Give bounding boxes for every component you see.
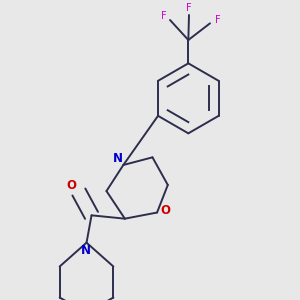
- Text: N: N: [113, 152, 123, 166]
- Text: O: O: [67, 179, 76, 193]
- Text: F: F: [186, 3, 192, 13]
- Text: O: O: [160, 204, 170, 218]
- Text: F: F: [160, 11, 166, 21]
- Text: N: N: [81, 244, 91, 256]
- Text: F: F: [214, 15, 220, 25]
